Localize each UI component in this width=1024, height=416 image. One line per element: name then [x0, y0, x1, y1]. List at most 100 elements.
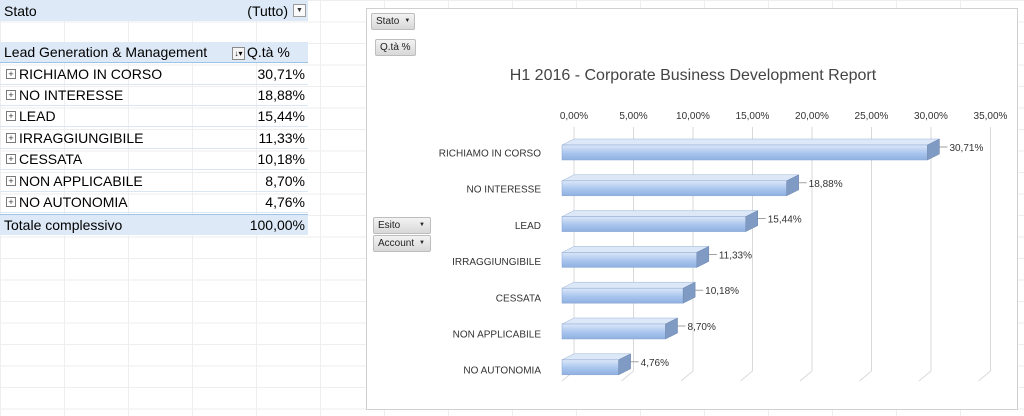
bar-top-face — [561, 174, 799, 182]
category-label: NO AUTONOMIA — [463, 366, 541, 377]
row-label: RICHIAMO IN CORSO — [19, 66, 163, 82]
table-row[interactable]: + IRRAGGIUNGIBILE 11,33% — [0, 128, 308, 149]
x-tick-label: 5,00% — [619, 111, 647, 122]
esito-field-label: Esito — [378, 220, 401, 231]
bar-side-face — [745, 210, 758, 233]
filter-dropdown-icon[interactable]: ▼ — [293, 4, 306, 17]
row-value: 18,88% — [257, 87, 305, 103]
total-label: Totale complessivo — [4, 217, 123, 233]
table-row[interactable]: + RICHIAMO IN CORSO 30,71% — [0, 64, 308, 85]
table-row[interactable]: + CESSATA 10,18% — [0, 149, 308, 170]
bar[interactable] — [561, 353, 631, 376]
stato-field-button[interactable]: Stato ▼ — [371, 13, 416, 30]
data-label: 10,18% — [705, 286, 739, 297]
x-tick-label: 25,00% — [855, 111, 889, 122]
bar-front-face — [561, 216, 746, 232]
bar-side-face — [696, 245, 710, 268]
x-tick-label: 20,00% — [795, 111, 829, 122]
category-label: IRRAGGIUNGIBILE — [452, 257, 541, 268]
gridline-floor — [918, 370, 932, 382]
category-label: NO INTERESSE — [467, 185, 542, 196]
bar-side-face — [927, 138, 940, 161]
bar-side-face — [665, 317, 678, 340]
row-label: LEAD — [19, 108, 56, 124]
category-label: CESSATA — [496, 293, 542, 304]
bar[interactable] — [561, 281, 696, 304]
pivot-header-row: Lead Generation & Management ↓▾ Q.tà % — [0, 42, 308, 63]
chart-title: H1 2016 - Corporate Business Development… — [509, 67, 877, 84]
gridline-floor — [978, 370, 991, 382]
total-value: 100,00% — [249, 217, 305, 233]
chevron-down-icon: ▼ — [419, 240, 425, 246]
bar-side-face — [682, 281, 696, 304]
bar-side-face — [786, 174, 799, 197]
bar[interactable] — [561, 317, 678, 340]
esito-field-button[interactable]: Esito ▼ — [373, 217, 431, 234]
x-tick-label: 15,00% — [736, 111, 770, 122]
account-field-button[interactable]: Account ▼ — [373, 235, 431, 252]
stato-field-label: Stato — [376, 16, 400, 28]
data-label: 15,44% — [768, 215, 802, 226]
x-tick-label: 35,00% — [974, 111, 1008, 122]
bar-front-face — [561, 359, 619, 376]
row-value: 10,18% — [257, 151, 305, 167]
expand-icon[interactable]: + — [6, 154, 16, 164]
data-label: 4,76% — [641, 358, 669, 369]
gridline-floor — [859, 370, 872, 382]
table-row[interactable]: + NO AUTONOMIA 4,76% — [0, 192, 308, 213]
row-header: Lead Generation & Management — [4, 44, 208, 60]
bar-front-face — [561, 252, 698, 268]
filter-value[interactable]: (Tutto) — [247, 2, 288, 19]
gridline-floor — [621, 370, 634, 382]
gridline-floor — [740, 370, 753, 382]
report-filter-row: Stato (Tutto) ▼ — [0, 0, 308, 21]
bar[interactable] — [561, 210, 758, 233]
chevron-down-icon: ▼ — [404, 18, 411, 24]
category-label: RICHIAMO IN CORSO — [439, 149, 541, 160]
gridline-floor — [680, 370, 694, 382]
x-tick-label: 10,00% — [676, 111, 710, 122]
row-label: CESSATA — [19, 151, 83, 167]
value-header: Q.tà % — [247, 44, 290, 60]
expand-icon[interactable]: + — [6, 176, 16, 186]
row-label: NO INTERESSE — [19, 87, 124, 103]
data-label: 30,71% — [949, 143, 983, 154]
table-row[interactable]: + LEAD 15,44% — [0, 106, 308, 127]
chevron-down-icon: ▼ — [419, 222, 425, 228]
expand-icon[interactable]: + — [6, 69, 16, 79]
bar[interactable] — [561, 245, 710, 268]
bar-top-face — [561, 281, 696, 289]
data-label: 11,33% — [719, 250, 752, 261]
expand-icon[interactable]: + — [6, 197, 16, 207]
account-field-label: Account — [378, 238, 415, 249]
sort-filter-icon[interactable]: ↓▾ — [232, 47, 245, 60]
chart-plot: 0,00% 5,00% 10,00% 15,00% 20,00% 25,00% 30,00%… — [439, 111, 1008, 382]
bar-top-face — [561, 210, 758, 217]
data-label: 18,88% — [809, 179, 843, 190]
expand-icon[interactable]: + — [6, 90, 16, 100]
bar[interactable] — [561, 174, 799, 197]
table-row[interactable]: + NO INTERESSE 18,88% — [0, 85, 308, 106]
data-label: 8,70% — [688, 322, 716, 333]
gridline-floor — [799, 370, 813, 382]
bar-front-face — [561, 287, 684, 304]
bar-top-face — [561, 138, 940, 146]
row-label: NON APPLICABILE — [19, 173, 143, 189]
row-value: 15,44% — [257, 108, 305, 124]
category-label: LEAD — [515, 221, 541, 232]
category-label: NON APPLICABILE — [453, 330, 542, 341]
expand-icon[interactable]: + — [6, 111, 16, 121]
expand-icon[interactable]: + — [6, 133, 16, 143]
x-tick-label: 30,00% — [914, 111, 948, 122]
row-label: IRRAGGIUNGIBILE — [19, 130, 144, 146]
row-value: 11,33% — [258, 130, 305, 146]
table-row[interactable]: + NON APPLICABILE 8,70% — [0, 171, 308, 192]
pivot-chart[interactable]: 0,00% 5,00% 10,00% 15,00% 20,00% 25,00% 30,00%… — [366, 8, 1018, 410]
bar[interactable] — [561, 138, 940, 161]
row-value: 30,71% — [257, 66, 305, 82]
bar-front-face — [561, 323, 666, 340]
bar-side-face — [618, 353, 631, 376]
qta-field-button[interactable]: Q.tà % — [375, 39, 416, 56]
bar-front-face — [561, 180, 787, 197]
row-value: 8,70% — [265, 173, 305, 189]
